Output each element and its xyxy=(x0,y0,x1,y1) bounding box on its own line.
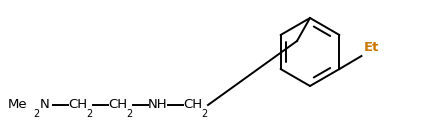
Text: 2: 2 xyxy=(86,109,92,119)
Text: Me: Me xyxy=(8,99,28,112)
Text: N: N xyxy=(40,99,49,112)
Text: 2: 2 xyxy=(200,109,207,119)
Text: Et: Et xyxy=(362,41,378,54)
Text: CH: CH xyxy=(183,99,202,112)
Text: 2: 2 xyxy=(126,109,132,119)
Text: 2: 2 xyxy=(33,109,39,119)
Text: CH: CH xyxy=(68,99,87,112)
Text: CH: CH xyxy=(108,99,127,112)
Text: NH: NH xyxy=(147,99,167,112)
